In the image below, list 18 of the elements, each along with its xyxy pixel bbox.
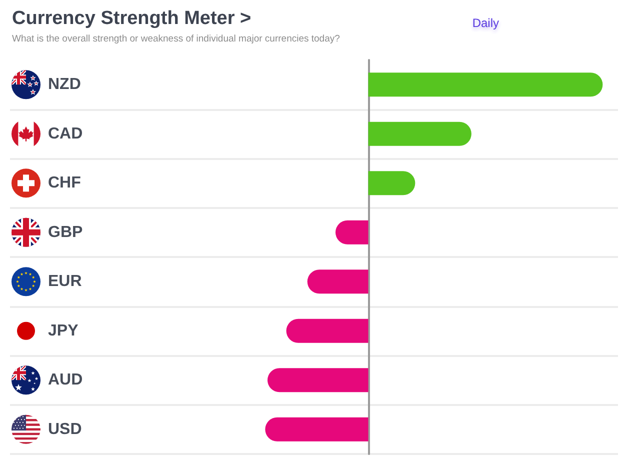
y-tick-label: JPY: [48, 322, 79, 340]
bar: [268, 368, 368, 392]
y-tick-label: CAD: [48, 125, 83, 142]
bar: [265, 417, 368, 442]
y-tick-label: EUR: [48, 273, 82, 290]
y-tick-label: NZD: [48, 76, 81, 94]
bar: [368, 72, 603, 97]
bar: [368, 171, 416, 196]
y-tick-label: CHF: [48, 174, 82, 192]
y-tick-label: USD: [48, 420, 82, 438]
bar: [307, 270, 368, 294]
y-tick-label: GBP: [48, 224, 83, 241]
y-tick-label: AUD: [48, 372, 83, 389]
text: Daily: [472, 16, 499, 30]
chart-title: Currency Strength Meter >: [12, 8, 252, 29]
bar: [368, 122, 472, 146]
text: What is the overall strength or weakness of individual major currencies today?: [12, 34, 340, 44]
bar: [286, 318, 368, 343]
